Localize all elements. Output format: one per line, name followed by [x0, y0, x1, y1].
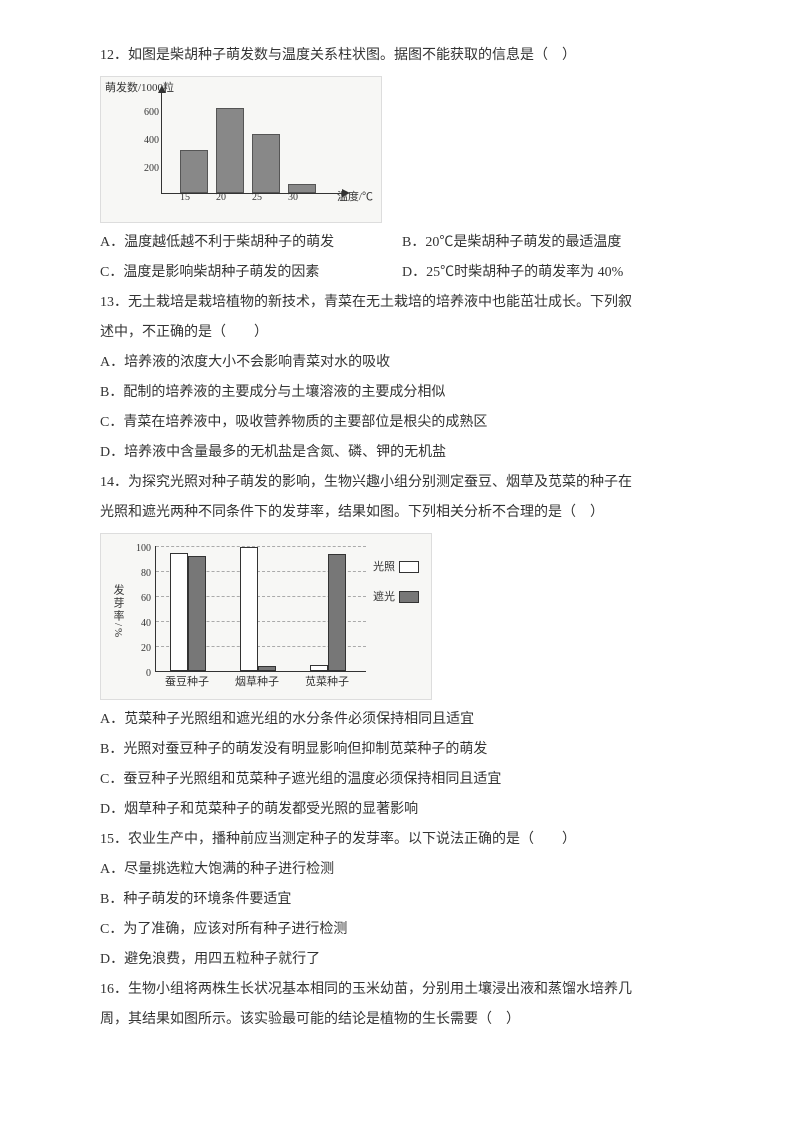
bar-candou-dark — [188, 556, 206, 671]
xtick-30: 30 — [281, 188, 305, 208]
q13-text-1: 13．无土栽培是栽培植物的新技术，青菜在无土栽培的培养液中也能茁壮成长。下列叙 — [100, 289, 704, 317]
ytick-400: 400 — [139, 131, 159, 151]
legend-light: 光照 — [373, 556, 423, 578]
q15-option-c: C．为了准确，应该对所有种子进行检测 — [100, 916, 704, 944]
q14-chart: 发芽率/% 0 20 40 60 80 100 蚕豆种子 烟草种子 苋菜种子 — [100, 533, 432, 700]
q12-option-a: A．温度越低越不利于柴胡种子的萌发 — [100, 229, 402, 257]
ytick2-40: 40 — [129, 614, 151, 634]
bar-yancao-light — [240, 547, 258, 671]
ytick2-80: 80 — [129, 564, 151, 584]
q14-option-d: D．烟草种子和苋菜种子的萌发都受光照的显著影响 — [100, 796, 704, 824]
q14-text-1: 14．为探究光照对种子萌发的影响，生物兴趣小组分别测定蚕豆、烟草及苋菜的种子在 — [100, 469, 704, 497]
plot-area-2 — [155, 546, 366, 672]
q15-option-d: D．避免浪费，用四五粒种子就行了 — [100, 946, 704, 974]
ytick2-0: 0 — [129, 664, 151, 684]
q13-option-a: A．培养液的浓度大小不会影响青菜对水的吸收 — [100, 349, 704, 377]
legend-dark: 遮光 — [373, 586, 423, 608]
xtick-20: 20 — [209, 188, 233, 208]
xtick-25: 25 — [245, 188, 269, 208]
bar-xiancai-dark — [328, 554, 346, 671]
ytick-200: 200 — [139, 159, 159, 179]
ytick2-60: 60 — [129, 589, 151, 609]
ytick2-20: 20 — [129, 639, 151, 659]
q16-text-1: 16．生物小组将两株生长状况基本相同的玉米幼苗，分别用土壤浸出液和蒸馏水培养几 — [100, 976, 704, 1004]
q12-option-b: B．20℃是柴胡种子萌发的最适温度 — [402, 229, 704, 257]
q14-text-2: 光照和遮光两种不同条件下的发芽率，结果如图。下列相关分析不合理的是（ ） — [100, 499, 704, 527]
group-candou: 蚕豆种子 — [157, 671, 217, 693]
q13-option-c: C．青菜在培养液中，吸收营养物质的主要部位是根尖的成熟区 — [100, 409, 704, 437]
q13-option-b: B．配制的培养液的主要成分与土壤溶液的主要成分相似 — [100, 379, 704, 407]
x-axis-label: 温度/℃ — [337, 186, 373, 208]
q14-option-c: C．蚕豆种子光照组和苋菜种子遮光组的温度必须保持相同且适宜 — [100, 766, 704, 794]
grid-100 — [156, 546, 366, 547]
group-yancao: 烟草种子 — [227, 671, 287, 693]
q12-option-d: D．25℃时柴胡种子的萌发率为 40% — [402, 259, 704, 287]
legend-swatch-light — [399, 561, 419, 573]
legend-swatch-dark — [399, 591, 419, 603]
q13-option-d: D．培养液中含量最多的无机盐是含氮、磷、钾的无机盐 — [100, 439, 704, 467]
xtick-15: 15 — [173, 188, 197, 208]
q15-text: 15．农业生产中，播种前应当测定种子的发芽率。以下说法正确的是（ ） — [100, 826, 704, 854]
legend-light-label: 光照 — [373, 556, 395, 578]
bar-25 — [252, 134, 280, 193]
ytick-600: 600 — [139, 103, 159, 123]
bar-15 — [180, 150, 208, 193]
q16-text-2: 周，其结果如图所示。该实验最可能的结论是植物的生长需要（ ） — [100, 1006, 704, 1034]
q15-option-b: B．种子萌发的环境条件要适宜 — [100, 886, 704, 914]
ytick2-100: 100 — [129, 539, 151, 559]
arrow-up-icon — [158, 85, 166, 93]
plot-area — [161, 93, 342, 194]
legend: 光照 遮光 — [373, 556, 423, 616]
q14-option-b: B．光照对蚕豆种子的萌发没有明显影响但抑制苋菜种子的萌发 — [100, 736, 704, 764]
legend-dark-label: 遮光 — [373, 586, 395, 608]
q12-chart: 萌发数/1000粒 200 400 600 15 20 25 30 温度/℃ — [100, 76, 382, 223]
q15-option-a: A．尽量挑选粒大饱满的种子进行检测 — [100, 856, 704, 884]
y-axis-label-2: 发芽率/% — [107, 584, 129, 639]
group-xiancai: 苋菜种子 — [297, 671, 357, 693]
bar-20 — [216, 108, 244, 193]
q12-text: 12．如图是柴胡种子萌发数与温度关系柱状图。据图不能获取的信息是（ ） — [100, 42, 704, 70]
bar-candou-light — [170, 553, 188, 671]
q14-option-a: A．苋菜种子光照组和遮光组的水分条件必须保持相同且适宜 — [100, 706, 704, 734]
q12-option-c: C．温度是影响柴胡种子萌发的因素 — [100, 259, 402, 287]
q13-text-2: 述中，不正确的是（ ） — [100, 319, 704, 347]
